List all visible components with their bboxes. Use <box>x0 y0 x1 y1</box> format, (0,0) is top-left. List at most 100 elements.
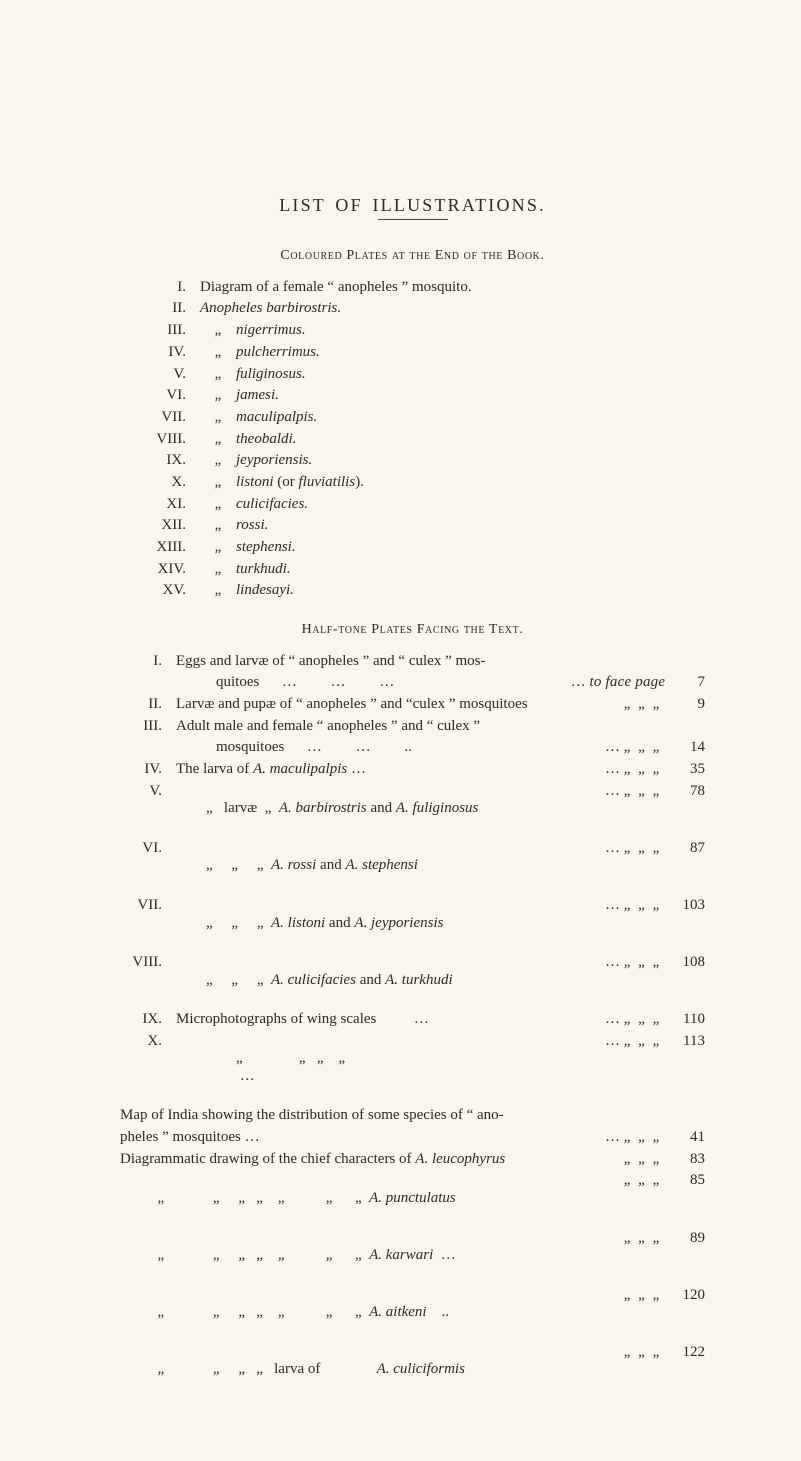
ditto-marks: „ „ „ <box>624 1129 665 1145</box>
post: … <box>347 761 366 777</box>
entry-row: VIII. „ „ „ A. culicifacies and A. turkh… <box>120 954 705 1007</box>
plate-row: XI. „ culicifacies. <box>120 496 705 514</box>
italic: A. maculipalpis <box>253 761 347 777</box>
cont-text: quitoes <box>216 674 259 690</box>
page-number: 78 <box>669 783 705 801</box>
page-number: 87 <box>669 840 705 858</box>
ditto-mark: „ <box>200 409 236 427</box>
entry-row: „ „ „ „ larva of A. culiciformis „ „ „ 1… <box>120 1344 705 1397</box>
pre: „ „ „ <box>199 915 271 931</box>
plate-num: XI. <box>120 496 200 514</box>
entry-row: V. „ larvæ „ A. barbirostris and A. fuli… <box>120 783 705 836</box>
entry-tail: … „ „ „ 113 <box>571 1033 705 1051</box>
ditto-marks: „ „ „ <box>624 1230 665 1246</box>
plate-row: XII. „ rossi. <box>120 517 705 535</box>
leader-dots: … <box>605 840 624 856</box>
italic: A. culiciformis <box>377 1361 465 1377</box>
page-number: 113 <box>669 1033 705 1051</box>
plate-row: VIII. „ theobaldi. <box>120 431 705 449</box>
ditto-marks: „ „ „ <box>624 1011 665 1027</box>
entry-tail: „ „ „ 9 <box>571 696 705 714</box>
leader-dots: … <box>605 761 624 777</box>
entry-row: I. Eggs and larvæ of “ anopheles ” and “… <box>120 653 705 671</box>
ditto-mark: „ <box>200 431 236 449</box>
entry-row: Diagrammatic drawing of the chief charac… <box>120 1151 705 1169</box>
ditto-mark: „ <box>200 539 236 557</box>
italic: A. barbirostris <box>279 800 367 816</box>
plate-row: IV. „ pulcherrimus. <box>120 344 705 362</box>
entry-row-cont: mosquitoes … … .. … „ „ „ 14 <box>120 739 705 757</box>
species: rossi. <box>236 517 268 535</box>
plate-desc: Anopheles barbirostris. <box>200 300 341 318</box>
entry-text: „ „ „ A. listoni and A. jeyporiensis <box>176 897 571 950</box>
page-number: 110 <box>669 1011 705 1029</box>
entry-text: Eggs and larvæ of “ anopheles ” and “ cu… <box>176 653 571 671</box>
entry-text: „ „ „ A. rossi and A. stephensi <box>176 840 571 893</box>
entry-num: V. <box>120 783 176 801</box>
plate-text: anopheles <box>338 279 398 295</box>
entry-row: „ „ „ „ „ „ „ A. aitkeni .. „ „ „ 120 <box>120 1287 705 1340</box>
entry-text: Larvæ and pupæ of “ anopheles ” and “cul… <box>176 696 571 714</box>
entry-num: IX. <box>120 1011 176 1029</box>
page-number: 83 <box>669 1151 705 1169</box>
entry-row-cont: quitoes … … … … to face page 7 <box>120 674 705 692</box>
plate-num: V. <box>120 366 200 384</box>
entry-row: III. Adult male and female “ anopheles ”… <box>120 718 705 736</box>
entry-tail: … to face page 7 <box>571 674 705 692</box>
pre: The larva of <box>176 761 253 777</box>
ditto-marks: „ „ „ <box>624 1344 665 1360</box>
ditto-marks: „ „ „ <box>624 1287 665 1303</box>
plate-num: II. <box>120 300 200 318</box>
text: Microphotographs of wing scales <box>176 1011 376 1027</box>
italic: A. rossi <box>271 857 316 873</box>
entry-tail: … „ „ „ 87 <box>571 840 705 858</box>
ditto-mark: „ <box>200 561 236 579</box>
page-number: 108 <box>669 954 705 972</box>
plate-desc: Diagram of a female “ anopheles ” mosqui… <box>200 279 472 297</box>
plate-num: XII. <box>120 517 200 535</box>
entry-tail: „ „ „ 120 <box>571 1287 705 1305</box>
ditto-marks: „ „ „ <box>624 1172 665 1188</box>
plate-row: XIII. „ stephensi. <box>120 539 705 557</box>
ditto-mark: „ <box>200 474 236 492</box>
italic: A. leucophyrus <box>415 1151 505 1167</box>
ditto-marks: „ „ „ <box>624 761 665 777</box>
plate-text: ” mosquito. <box>398 279 472 295</box>
pre: Diagrammatic drawing of the chief charac… <box>120 1151 415 1167</box>
leader-dots: … … .. <box>288 739 412 755</box>
plate-num: VIII. <box>120 431 200 449</box>
post: .. <box>427 1304 450 1320</box>
ditto-marks: „ „ „ <box>624 897 665 913</box>
entry-tail: … „ „ „ 41 <box>571 1129 705 1147</box>
italic: A. aitkeni <box>369 1304 426 1320</box>
plate-num: IX. <box>120 452 200 470</box>
mid: and <box>367 800 396 816</box>
page-title: LIST OF ILLUSTRATIONS. <box>120 195 705 216</box>
leader-dots: … <box>199 1068 255 1084</box>
italic: A. punctulatus <box>369 1190 456 1206</box>
to-face-page-label: to face page <box>590 674 666 690</box>
leader-dots: … <box>605 954 624 970</box>
italic: A. karwari <box>369 1247 433 1263</box>
plate-num: IV. <box>120 344 200 362</box>
entry-text: Microphotographs of wing scales … <box>176 1011 571 1029</box>
plate-row: X. „ listoni (or fluviatilis). <box>120 474 705 492</box>
italic: A. listoni <box>271 915 325 931</box>
ditto-marks: „ „ „ <box>624 739 665 755</box>
ditto-mark: „ <box>200 452 236 470</box>
leader-dots: … <box>605 783 624 799</box>
plate-num: III. <box>120 322 200 340</box>
plate-num: I. <box>120 279 200 297</box>
genus: Anopheles <box>200 300 262 316</box>
species: maculipalpis. <box>236 409 317 427</box>
ditto-mark: „ <box>200 322 236 340</box>
plate-text: Diagram of a female “ <box>200 279 338 295</box>
entry-row: „ „ „ „ „ „ „ A. karwari … „ „ „ 89 <box>120 1230 705 1283</box>
plate-row: VI. „ jamesi. <box>120 387 705 405</box>
mid: and <box>356 972 385 988</box>
paren-close: ). <box>355 474 364 490</box>
entry-row-cont: pheles ” mosquitoes … … „ „ „ 41 <box>120 1129 705 1147</box>
page-number: 14 <box>669 739 705 757</box>
entry-num: I. <box>120 653 176 671</box>
entry-num: VI. <box>120 840 176 858</box>
